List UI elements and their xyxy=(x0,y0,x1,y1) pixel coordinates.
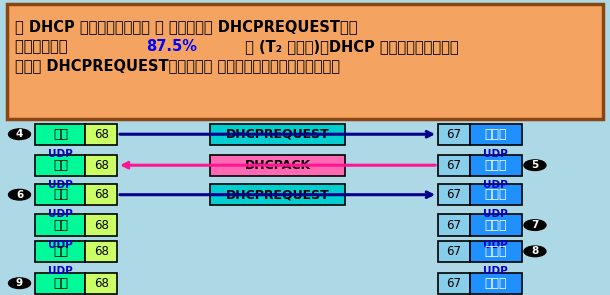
FancyBboxPatch shape xyxy=(210,124,345,145)
Text: 68: 68 xyxy=(94,188,109,201)
FancyBboxPatch shape xyxy=(210,184,345,205)
Text: UDP: UDP xyxy=(48,266,73,276)
FancyBboxPatch shape xyxy=(35,124,85,145)
Text: 67: 67 xyxy=(447,277,461,290)
FancyBboxPatch shape xyxy=(35,214,85,236)
Text: UDP: UDP xyxy=(48,149,73,159)
FancyBboxPatch shape xyxy=(35,184,85,205)
Text: 服务器: 服务器 xyxy=(484,219,507,232)
Circle shape xyxy=(524,246,546,257)
FancyBboxPatch shape xyxy=(210,155,345,176)
Text: UDP: UDP xyxy=(483,209,508,219)
Text: DHCPREQUEST: DHCPREQUEST xyxy=(226,188,329,201)
Text: 若 DHCP 服务器不响应步骤 ⓕ 的请求报文 DHCPREQUEST，则: 若 DHCP 服务器不响应步骤 ⓕ 的请求报文 DHCPREQUEST，则 xyxy=(15,20,357,35)
Text: UDP: UDP xyxy=(483,240,508,250)
Text: 8: 8 xyxy=(531,246,539,256)
FancyBboxPatch shape xyxy=(470,241,522,262)
Circle shape xyxy=(9,278,30,289)
FancyBboxPatch shape xyxy=(35,155,85,176)
Text: UDP: UDP xyxy=(483,149,508,159)
Text: UDP: UDP xyxy=(48,240,73,250)
Text: 服务器: 服务器 xyxy=(484,277,507,290)
Text: 客户: 客户 xyxy=(53,245,68,258)
Text: 客户: 客户 xyxy=(53,128,68,141)
Text: UDP: UDP xyxy=(48,180,73,190)
FancyBboxPatch shape xyxy=(85,241,117,262)
Text: 7: 7 xyxy=(531,220,539,230)
Text: 67: 67 xyxy=(447,188,461,201)
Text: 68: 68 xyxy=(94,245,109,258)
Text: 68: 68 xyxy=(94,159,109,172)
Text: 87.5%: 87.5% xyxy=(146,39,196,54)
Text: 9: 9 xyxy=(16,278,23,288)
FancyBboxPatch shape xyxy=(7,4,603,119)
Text: 客户: 客户 xyxy=(53,188,68,201)
Text: 68: 68 xyxy=(94,219,109,232)
FancyBboxPatch shape xyxy=(470,124,522,145)
Circle shape xyxy=(524,220,546,230)
FancyBboxPatch shape xyxy=(470,184,522,205)
Text: 68: 68 xyxy=(94,128,109,141)
Text: 服务器: 服务器 xyxy=(484,188,507,201)
FancyBboxPatch shape xyxy=(85,155,117,176)
FancyBboxPatch shape xyxy=(470,214,522,236)
Text: 4: 4 xyxy=(16,129,23,139)
FancyBboxPatch shape xyxy=(35,273,85,294)
Text: DHCPACK: DHCPACK xyxy=(245,159,310,172)
Text: 6: 6 xyxy=(16,190,23,200)
FancyBboxPatch shape xyxy=(85,214,117,236)
Text: 求报文 DHCPREQUEST（重复步骤 ⓕ），然后又继续后面的步骤。: 求报文 DHCPREQUEST（重复步骤 ⓕ），然后又继续后面的步骤。 xyxy=(15,58,340,73)
Text: UDP: UDP xyxy=(483,266,508,276)
FancyBboxPatch shape xyxy=(438,184,470,205)
Text: 客户: 客户 xyxy=(53,277,68,290)
Circle shape xyxy=(9,189,30,200)
Circle shape xyxy=(524,160,546,171)
FancyBboxPatch shape xyxy=(438,124,470,145)
FancyBboxPatch shape xyxy=(470,155,522,176)
Text: 67: 67 xyxy=(447,219,461,232)
Text: 68: 68 xyxy=(94,277,109,290)
Circle shape xyxy=(9,129,30,140)
FancyBboxPatch shape xyxy=(35,241,85,262)
FancyBboxPatch shape xyxy=(438,241,470,262)
FancyBboxPatch shape xyxy=(438,273,470,294)
FancyBboxPatch shape xyxy=(470,273,522,294)
FancyBboxPatch shape xyxy=(438,155,470,176)
Text: DHCPREQUEST: DHCPREQUEST xyxy=(226,128,329,141)
Text: UDP: UDP xyxy=(483,180,508,190)
Text: 服务器: 服务器 xyxy=(484,245,507,258)
Text: 客户: 客户 xyxy=(53,159,68,172)
Text: 客户: 客户 xyxy=(53,219,68,232)
FancyBboxPatch shape xyxy=(85,184,117,205)
Text: 67: 67 xyxy=(447,128,461,141)
Text: 5: 5 xyxy=(531,160,539,170)
FancyBboxPatch shape xyxy=(438,214,470,236)
Text: 在租用期过了: 在租用期过了 xyxy=(15,39,73,54)
Text: UDP: UDP xyxy=(48,209,73,219)
Text: 67: 67 xyxy=(447,245,461,258)
Text: 时 (T₂ 时间到)，DHCP 客户必须重新发送请: 时 (T₂ 时间到)，DHCP 客户必须重新发送请 xyxy=(240,39,459,54)
FancyBboxPatch shape xyxy=(85,124,117,145)
Text: 67: 67 xyxy=(447,159,461,172)
Text: 服务器: 服务器 xyxy=(484,159,507,172)
FancyBboxPatch shape xyxy=(85,273,117,294)
Text: 服务器: 服务器 xyxy=(484,128,507,141)
